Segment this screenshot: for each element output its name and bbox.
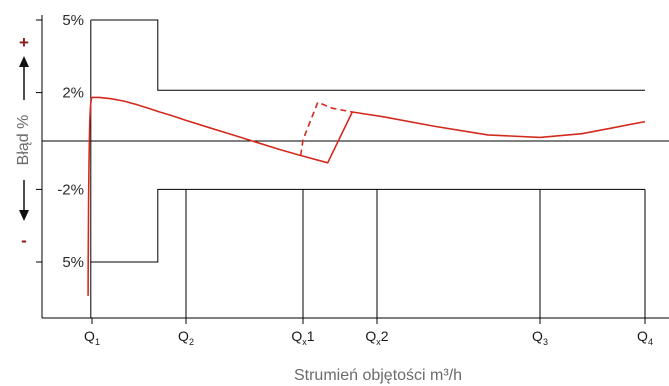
y-axis-title-group: Błąd % + - (15, 33, 32, 250)
y-tick-label: 5% (62, 254, 84, 271)
upper-error-limit (90, 19, 645, 91)
y-tick-label: 5% (62, 12, 84, 29)
solid-error-curve (87, 96, 646, 296)
down-arrowhead-icon (19, 210, 29, 221)
x-tick-label: Qx2 (365, 328, 388, 347)
flow-rate-gridlines (90, 20, 646, 318)
x-tick-label: Qx1 (291, 328, 314, 347)
y-tick-label: -2% (57, 181, 84, 198)
y-axis-title: Błąd % (15, 115, 32, 166)
lower-error-limit (90, 188, 645, 263)
limit-lines (90, 19, 645, 263)
y-tick-label: 2% (62, 85, 84, 102)
x-axis-title: Strumień objętości m³/h (294, 367, 462, 384)
y-tick-labels: 5% 2% -2% 5% (36, 12, 84, 271)
x-tick-labels: Q1 Q2 Qx1 Qx2 Q3 Q4 (84, 318, 653, 347)
up-arrowhead-icon (19, 56, 29, 67)
x-tick-label: Q3 (532, 328, 548, 347)
minus-sign: - (21, 231, 27, 250)
x-tick-label: Q2 (178, 328, 194, 347)
plus-sign: + (19, 33, 29, 52)
x-tick-label: Q4 (637, 328, 653, 347)
axes (41, 15, 669, 319)
dashed-error-curve (299, 101, 353, 156)
error-curves (87, 96, 646, 296)
x-tick-label: Q1 (84, 328, 100, 347)
